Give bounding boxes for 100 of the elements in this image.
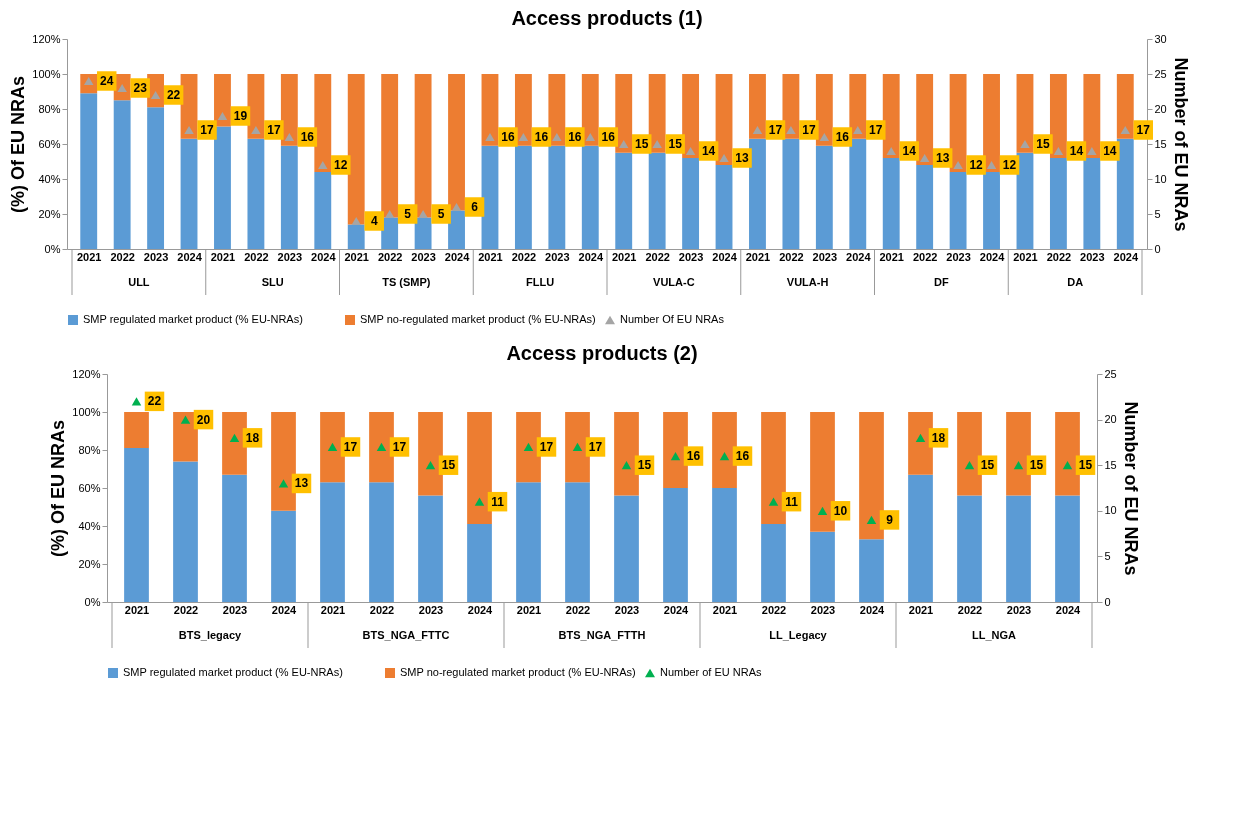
x-tick-label: 2022 [369,603,395,616]
bar [214,74,231,127]
data-label: 17 [768,123,783,137]
point [1053,146,1064,156]
point [425,461,436,470]
data-label: 19 [233,109,248,123]
x-tick-label: 2024 [271,603,298,616]
text: BTS_NGA_FTTH [558,629,646,641]
bar [581,145,599,249]
data-label: 17 [588,439,603,454]
point [523,442,534,452]
bar [481,145,499,249]
x-tick-label: 2022 [173,603,199,616]
text: DA [1067,276,1084,288]
x-tick-label: 2024 [979,250,1006,263]
data-label: 6 [471,200,479,214]
x-tick-label: 2021 [712,603,738,616]
x-tick-label: 2021 [516,603,542,616]
bar [124,412,149,449]
bar [715,165,733,249]
bar [908,474,933,602]
point [953,160,963,170]
bar [1055,412,1080,496]
y2-tick-label: 15 [1154,137,1167,150]
chart-title: Access products (1) [511,7,703,29]
data-label: 15 [1029,458,1044,473]
data-label: 14 [902,144,917,158]
x-tick-label: 2023 [1006,603,1032,616]
y-tick-label: 80% [38,102,61,115]
bar [1116,74,1134,139]
data-label: 14 [701,144,716,158]
data-label: 22 [147,394,162,409]
x-tick-label: 2021 [745,250,771,263]
point [752,125,763,135]
data-label: 16 [835,130,850,144]
point [618,139,629,149]
bar [581,74,599,146]
data-label: 23 [133,81,148,95]
bar [516,412,541,483]
y-tick-label: 40% [38,172,61,185]
bar [565,412,590,483]
bar [514,74,532,146]
bar [448,210,465,249]
point [1062,461,1073,470]
x-tick-label: 2022 [957,603,983,616]
data-label: 24 [100,74,114,88]
bar [180,74,198,139]
bar [214,126,231,249]
bar [418,412,443,496]
bar [113,100,131,249]
bar [614,495,639,602]
x-tick-label: 2024 [578,250,604,263]
x-tick-label: 2023 [222,603,248,616]
point [986,160,997,170]
legend-label: Number Of EU NRAs [620,313,725,325]
text: BTS_legacy [178,629,243,641]
x-tick-label: 2021 [344,250,369,263]
data-label: 17 [802,123,816,137]
point [485,132,495,142]
bar [761,412,786,525]
data-label: 9 [886,512,894,527]
bar [908,412,933,475]
data-label: 13 [294,476,309,491]
x-tick-label: 2022 [377,250,403,263]
bar [222,474,247,602]
y2-tick-label: 20 [1154,102,1167,115]
point [670,451,681,461]
bar [173,461,198,602]
x-tick-label: 2022 [565,603,591,616]
point [518,132,529,142]
data-label: 15 [1036,137,1050,151]
point [418,209,428,219]
bar [271,412,296,511]
data-label: 15 [668,137,683,151]
x-tick-label: 2024 [846,250,872,263]
data-label: 14 [1103,144,1117,158]
bar [882,158,900,249]
x-tick-label: 2021 [320,603,346,616]
bar [1083,158,1101,249]
bar [565,482,590,602]
bar [810,531,835,602]
data-label: 5 [404,207,412,221]
bar [810,412,835,532]
x-tick-label: 2024 [467,603,494,616]
x-tick-label: 2023 [418,603,444,616]
x-tick-label: 2024 [712,250,738,263]
x-tick-label: 2024 [859,603,886,616]
data-label: 16 [568,130,582,144]
data-label: 20 [196,412,211,427]
data-label: 15 [1078,458,1093,473]
bar [1049,158,1067,249]
x-tick-label: 2024 [663,603,690,616]
text: FLLU [526,276,555,288]
x-tick-label: 2022 [511,250,537,263]
bar [682,74,700,158]
data-label: 17 [343,439,358,454]
y-tick-label: 120% [72,367,101,380]
x-tick-label: 2024 [1113,250,1139,263]
data-label: 13 [935,151,950,165]
bar [247,138,265,249]
